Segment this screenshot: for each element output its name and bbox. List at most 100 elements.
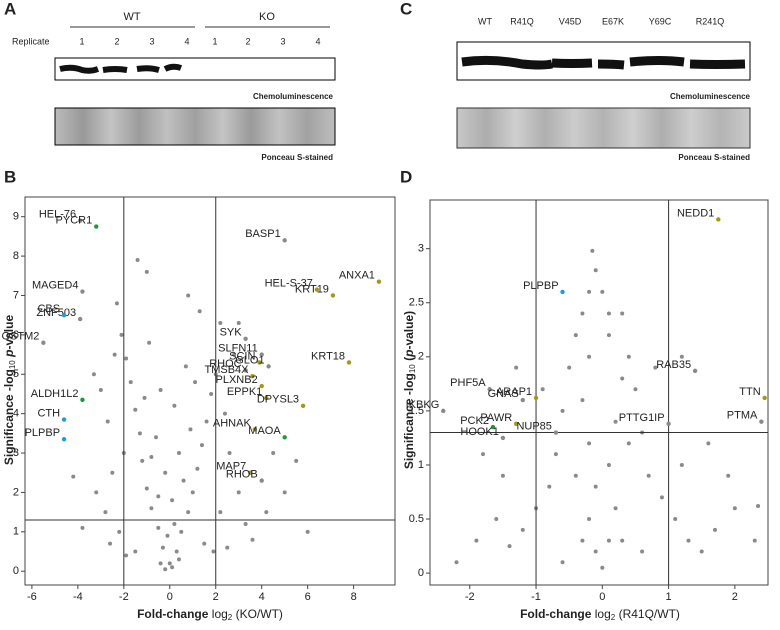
blot-caption: Chemoluminescence (670, 92, 751, 101)
point (98, 388, 103, 393)
point-label: HEL-76 (39, 209, 76, 221)
x-axis-label-part: Fold-change (137, 607, 209, 621)
x-axis-label-part: 2 (611, 613, 616, 622)
highlight-point (61, 312, 67, 318)
highlight-point (243, 336, 248, 342)
highlight-point (94, 224, 99, 229)
y-tick-label: 1 (418, 459, 424, 471)
point (732, 506, 737, 511)
point-label: SLFN11 (218, 342, 258, 354)
panel-label: D (400, 167, 412, 186)
y-tick-label: 1.5 (409, 405, 424, 417)
x-tick-label: 2 (213, 591, 219, 603)
y-tick-label: 2.5 (409, 297, 424, 309)
point-label: GNAS (488, 388, 519, 400)
y-axis-label-part: 10 (408, 364, 417, 373)
point-label: NEDD1 (677, 207, 714, 219)
y-tick-label: 8 (13, 250, 19, 262)
point (573, 333, 578, 338)
lane-label: R41Q (510, 16, 534, 26)
lane-label: WT (478, 16, 492, 26)
point (222, 411, 227, 416)
point (227, 451, 232, 456)
y-axis-label: Significance -log10 (p-value) (402, 311, 417, 469)
lane-label: 1 (79, 36, 84, 46)
point (553, 452, 558, 457)
point (567, 365, 572, 370)
point (520, 527, 525, 532)
point (626, 441, 631, 446)
point (560, 560, 565, 565)
point (133, 407, 138, 412)
point (124, 356, 129, 361)
point-label: KRT18 (311, 350, 345, 362)
highlight-point (61, 417, 67, 422)
point (606, 333, 611, 338)
x-tick-label: 6 (305, 591, 311, 603)
point-label: ALDH1L2 (31, 388, 79, 400)
point-label: HOOK1 (460, 426, 499, 438)
lane-label: 4 (184, 36, 189, 46)
lane-label: E67K (602, 16, 624, 26)
point-label: PCK2 (460, 415, 489, 427)
blot-band (461, 55, 746, 70)
point (679, 462, 684, 467)
point (706, 441, 711, 446)
y-tick-label: 9 (13, 211, 19, 223)
highlight-point (61, 437, 67, 442)
point (593, 484, 598, 489)
y-tick-label: 2 (13, 486, 19, 498)
y-tick-label: 3 (13, 447, 19, 459)
point (91, 372, 96, 377)
point (606, 538, 611, 543)
point (124, 553, 129, 558)
blot-band (59, 63, 183, 74)
x-tick-label: 0 (599, 591, 605, 603)
point (474, 538, 479, 543)
highlight-point (330, 293, 336, 298)
point (606, 462, 611, 467)
point-label: PTTG1IP (619, 412, 665, 424)
point (195, 466, 200, 471)
point (540, 387, 545, 392)
point (250, 537, 255, 542)
y-tick-label: 1 (13, 526, 19, 538)
highlight-point (41, 340, 46, 345)
y-tick-label: 6 (13, 329, 19, 341)
point (620, 311, 625, 316)
point (135, 258, 140, 263)
point (103, 510, 108, 515)
point (756, 504, 761, 509)
point (174, 549, 179, 554)
point (80, 525, 85, 530)
point (712, 527, 717, 532)
highlight-point (441, 408, 446, 414)
x-tick-label: -2 (119, 591, 129, 603)
point (153, 435, 158, 440)
highlight-point (248, 470, 253, 475)
point-label: PLPBP (523, 280, 558, 292)
point (117, 529, 122, 534)
x-axis-label-part: (R41Q/WT) (615, 607, 680, 621)
point-label: PLXNB2 (216, 374, 258, 386)
x-tick-label: 4 (259, 591, 265, 603)
point (294, 458, 299, 463)
point (71, 474, 76, 479)
point-label: GLO1 (235, 354, 264, 366)
x-axis-label-part: log (591, 607, 610, 621)
group-label: WT (123, 11, 140, 23)
highlight-point (266, 364, 271, 369)
lane-label: 2 (114, 36, 119, 46)
lane-label: 3 (149, 36, 154, 46)
point-label: MAGED4 (32, 279, 78, 291)
y-tick-label: 3 (418, 243, 424, 255)
point (193, 380, 198, 385)
x-tick-label: 8 (351, 591, 357, 603)
highlight-point (80, 289, 85, 294)
point (149, 454, 154, 459)
point (112, 352, 117, 357)
point (197, 309, 202, 314)
y-tick-label: 7 (13, 289, 19, 301)
point (752, 538, 757, 543)
y-tick-label: 0.5 (409, 513, 424, 525)
